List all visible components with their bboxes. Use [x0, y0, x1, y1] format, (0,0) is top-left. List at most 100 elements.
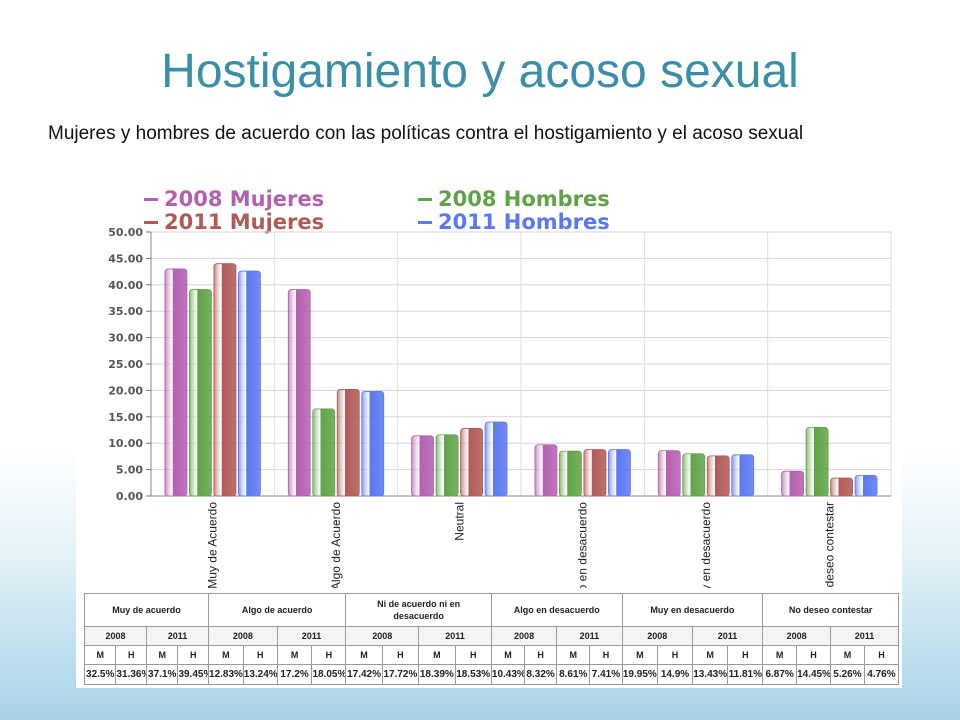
bar [460, 428, 483, 497]
table-year-cell: 2008 [208, 626, 278, 646]
bar [559, 450, 582, 497]
legend-label: 2011 Hombres [438, 210, 610, 234]
y-tick-label: 35.00 [108, 305, 143, 318]
table-category-header: No deseo contestar [762, 593, 899, 627]
bar [830, 477, 853, 497]
table-sex-cell: H [589, 645, 623, 665]
table-category-row: Muy de acuerdo Algo de acuerdo Ni de acu… [83, 593, 899, 627]
y-tick-label: 25.00 [108, 358, 143, 371]
bar [682, 453, 706, 497]
slide-title: Hostigamiento y acoso sexual [161, 45, 799, 98]
table-value-cell: 17.2% [276, 664, 313, 685]
table-year-cell: 2008 [83, 626, 148, 646]
bar [238, 270, 261, 497]
y-axis-ticks: 0.00 5.00 10.00 15.00 20.00 25.00 30.00 35.00 40… [108, 226, 151, 503]
table-sex-cell: M [83, 645, 117, 665]
chart-panel: 2008 Mujeres 2008 Hombres 2011 Mujeres 2011… [76, 188, 902, 688]
bar [706, 455, 730, 497]
chart-legend: 2008 Mujeres 2008 Hombres 2011 Mujeres 2011… [144, 188, 610, 234]
x-category-label: Muy en desacuerdo [699, 502, 713, 588]
table-category-header: Algo de acuerdo [208, 593, 347, 627]
bar [805, 426, 829, 497]
legend-label: 2008 Hombres [438, 188, 610, 211]
table-sex-cell: M [556, 645, 591, 665]
bar [287, 289, 311, 497]
table-year-cell: 2011 [276, 626, 347, 646]
table-sex-cell: H [177, 645, 210, 665]
table-value-cell: 13.24% [242, 664, 278, 685]
bar [583, 449, 607, 497]
bar [164, 268, 188, 497]
table-value-cell: 14.45% [796, 664, 831, 685]
table-value-cell: 14.9% [657, 664, 693, 685]
table-sex-cell: M [830, 645, 865, 665]
table-year-cell: 2011 [556, 626, 623, 646]
bar [534, 444, 558, 497]
table-value-cell: 37.1% [146, 664, 179, 685]
y-tick-label: 5.00 [116, 464, 143, 477]
legend-label: 2008 Mujeres [164, 188, 324, 211]
y-tick-label: 30.00 [108, 332, 143, 345]
table-category-header: Algo en desacuerdo [490, 593, 623, 627]
table-sex-cell: H [796, 645, 831, 665]
table-year-cell: 2008 [345, 626, 420, 646]
table-value-cell: 6.87% [762, 664, 798, 685]
legend-label: 2011 Mujeres [164, 210, 324, 234]
table-value-cell: 8.32% [523, 664, 558, 685]
table-sex-cell: M [276, 645, 313, 665]
table-value-cell: 18.53% [454, 664, 492, 685]
table-year-cell: 2008 [490, 626, 558, 646]
bar [854, 475, 878, 497]
table-value-cell: 7.41% [589, 664, 623, 685]
bar [484, 421, 508, 497]
table-sex-cell: H [727, 645, 764, 665]
table-sex-cell: H [523, 645, 558, 665]
table-year-cell: 2011 [418, 626, 492, 646]
table-value-cell: 19.95% [621, 664, 659, 685]
table-value-cell: 18.05% [311, 664, 347, 685]
table-value-cell: 12.83% [208, 664, 244, 685]
table-sex-cell: H [242, 645, 278, 665]
table-sex-cell: H [454, 645, 492, 665]
chart-bars [164, 263, 878, 497]
y-tick-label: 0.00 [116, 490, 143, 503]
x-category-label: Algo de Acuerdo [329, 502, 343, 588]
legend-swatch [144, 221, 158, 224]
table-sex-cell: H [863, 645, 900, 665]
table-sex-cell: M [490, 645, 525, 665]
table-sex-cell: H [381, 645, 420, 665]
table-value-cell: 18.39% [418, 664, 456, 685]
table-value-cell: 17.72% [381, 664, 420, 685]
table-values-row: 32.5%31.36%37.1%39.45%12.83%13.24%17.2%1… [83, 664, 900, 685]
table-value-cell: 8.61% [556, 664, 591, 685]
x-axis-categories: Muy de Acuerdo Algo de Acuerdo Neutral Algo… [206, 502, 837, 588]
bar [213, 263, 237, 497]
x-category-label: Algo en desacuerdo [576, 502, 590, 588]
table-year-cell: 2011 [146, 626, 210, 646]
bar [411, 435, 434, 497]
table-sex-cell: M [345, 645, 383, 665]
legend-swatch [144, 198, 158, 201]
bar [781, 470, 804, 497]
table-sex-cell: M [146, 645, 179, 665]
table-sex-cell: M [762, 645, 798, 665]
chart-grid [150, 231, 892, 497]
table-year-cell: 2008 [621, 626, 693, 646]
bar [312, 408, 336, 497]
y-tick-label: 20.00 [108, 384, 143, 397]
table-category-header: Muy de acuerdo [83, 593, 210, 627]
table-year-row: 2008 2011 2008 2011 2008 2011 2008 2011 2008 2011… [83, 626, 899, 646]
x-category-label: Neutral [452, 502, 466, 541]
table-year-cell: 2008 [762, 626, 831, 646]
table-category-header: Muy en desacuerdo [621, 593, 764, 627]
bar [189, 289, 212, 497]
bar-chart: 2008 Mujeres 2008 Hombres 2011 Mujeres 2011… [108, 188, 892, 588]
legend-swatch [418, 198, 432, 201]
table-year-cell: 2011 [830, 626, 899, 646]
slide-subtitle: Mujeres y hombres de acuerdo con las pol… [48, 123, 804, 144]
table-value-cell: 11.81% [727, 664, 764, 685]
x-category-label: No deseo contestar [822, 502, 836, 588]
table-value-cell: 4.76% [863, 664, 900, 685]
bar [361, 391, 385, 497]
